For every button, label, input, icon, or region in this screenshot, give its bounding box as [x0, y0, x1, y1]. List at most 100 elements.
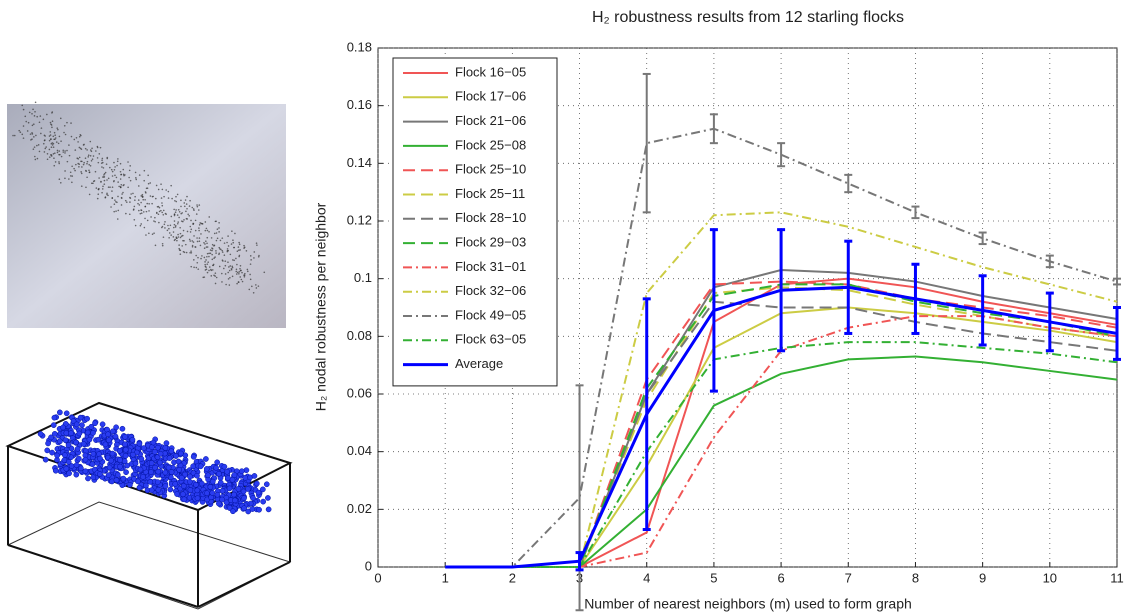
- bird: [22, 108, 25, 111]
- point: [50, 422, 57, 428]
- bird: [138, 174, 141, 176]
- bird: [56, 149, 59, 152]
- bird: [38, 121, 41, 124]
- bird: [49, 121, 52, 124]
- bird: [86, 160, 89, 163]
- bird: [206, 255, 208, 258]
- bird: [50, 138, 52, 140]
- point: [230, 508, 236, 515]
- point: [73, 439, 79, 446]
- bird: [164, 227, 166, 229]
- bird: [120, 183, 123, 186]
- point: [113, 477, 120, 484]
- bird: [218, 253, 220, 256]
- bird: [224, 273, 227, 275]
- bird: [154, 197, 157, 200]
- bird: [90, 182, 93, 185]
- bird: [111, 186, 114, 188]
- bird: [57, 142, 60, 145]
- bird: [210, 268, 212, 271]
- bird: [44, 147, 47, 150]
- error-bar: [575, 551, 584, 572]
- bird: [154, 220, 156, 223]
- point: [155, 444, 161, 451]
- bird: [101, 191, 103, 194]
- y-tick-label: 0.18: [347, 39, 372, 54]
- bird: [142, 211, 145, 213]
- bird: [191, 206, 194, 209]
- bird: [209, 249, 212, 251]
- bird: [132, 192, 134, 195]
- bird: [232, 241, 235, 244]
- point: [97, 471, 103, 477]
- y-tick-label: 0.08: [347, 328, 372, 343]
- bird: [25, 120, 28, 123]
- bird: [59, 117, 62, 120]
- legend-label: Flock 21−06: [455, 113, 526, 128]
- bird: [239, 276, 242, 278]
- bird: [213, 274, 215, 277]
- bird: [166, 229, 169, 232]
- bird: [193, 266, 195, 269]
- bird: [46, 113, 48, 116]
- bird: [224, 264, 227, 267]
- bird: [116, 201, 118, 204]
- bird: [235, 270, 238, 273]
- point: [249, 506, 256, 512]
- y-tick-label: 0.04: [347, 443, 372, 458]
- bird: [207, 261, 209, 263]
- bird: [235, 268, 238, 271]
- error-bar: [978, 231, 987, 246]
- bird: [148, 202, 150, 205]
- bird: [164, 221, 166, 223]
- bird: [173, 213, 176, 216]
- bird: [194, 229, 197, 232]
- bird: [58, 153, 60, 156]
- bird: [249, 278, 252, 281]
- bird: [137, 185, 140, 187]
- bird: [60, 155, 63, 158]
- bird: [189, 231, 192, 233]
- bird: [195, 266, 198, 269]
- point: [54, 452, 61, 459]
- bird: [235, 257, 237, 260]
- error-bar: [844, 173, 853, 194]
- bird: [205, 227, 208, 230]
- point: [73, 421, 80, 428]
- bird: [24, 115, 27, 118]
- bird: [55, 141, 58, 143]
- bird: [255, 242, 258, 244]
- bird: [234, 232, 236, 235]
- bird: [33, 146, 36, 148]
- bird: [106, 192, 108, 195]
- bird: [215, 220, 217, 223]
- bird: [208, 266, 211, 268]
- point: [194, 495, 201, 502]
- bird: [172, 236, 175, 238]
- bird: [198, 204, 201, 206]
- point: [250, 495, 256, 501]
- bird: [149, 195, 152, 197]
- bird: [153, 220, 155, 222]
- bird: [135, 177, 137, 179]
- bird: [96, 145, 99, 148]
- bird: [240, 269, 242, 272]
- bird: [183, 205, 186, 208]
- point: [176, 467, 183, 473]
- bird: [132, 208, 135, 210]
- legend-label: Flock 25−08: [455, 137, 526, 152]
- point: [194, 487, 201, 494]
- bird: [241, 280, 244, 283]
- bird: [43, 139, 46, 142]
- bird: [86, 149, 88, 151]
- point: [44, 447, 51, 454]
- point: [63, 465, 70, 472]
- bird: [181, 234, 184, 237]
- bird: [21, 104, 24, 107]
- bird: [97, 193, 100, 196]
- bird: [180, 212, 182, 215]
- point: [121, 458, 128, 465]
- bird: [165, 189, 168, 191]
- point: [82, 456, 89, 463]
